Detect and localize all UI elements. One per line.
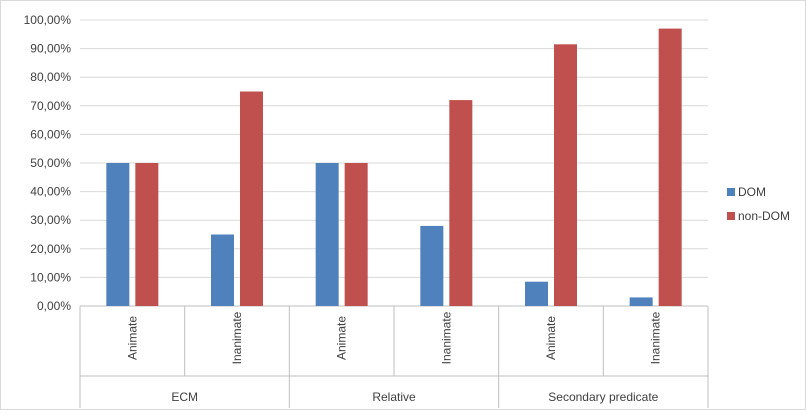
x-category-label: Inanimate	[649, 311, 663, 364]
bar-non-dom-0	[135, 163, 159, 306]
x-category-label: Inanimate	[230, 311, 244, 364]
legend-swatch	[727, 188, 735, 196]
bar-non-dom-1	[240, 91, 263, 306]
x-category-label: Animate	[544, 316, 558, 360]
bar-non-dom-4	[554, 44, 577, 307]
x-group-label: Relative	[372, 390, 416, 404]
y-tick-label: 40,00%	[30, 185, 71, 199]
y-tick-label: 60,00%	[30, 127, 71, 141]
bar-dom-3	[420, 225, 444, 306]
y-tick-label: 50,00%	[30, 156, 71, 170]
y-tick-label: 80,00%	[30, 70, 71, 84]
y-tick-label: 20,00%	[30, 242, 71, 256]
x-axis: Animate Inanimate Animate Inanimate Animate I…	[79, 306, 709, 408]
x-category-label: Animate	[125, 316, 139, 360]
bar-non-dom-5	[658, 28, 682, 307]
legend-swatch	[727, 212, 735, 220]
legend-label: DOM	[738, 185, 766, 199]
x-group-label: Secondary predicate	[548, 390, 658, 404]
y-tick-label: 0,00%	[37, 299, 71, 313]
bar-dom-4	[525, 281, 548, 306]
bar-non-dom-2	[344, 163, 368, 306]
y-tick-label: 10,00%	[30, 270, 71, 284]
y-tick-label: 100,00%	[24, 13, 72, 27]
bar-dom-0	[106, 163, 130, 306]
legend-label: non-DOM	[738, 209, 790, 223]
bar-dom-2	[315, 163, 339, 306]
x-category-label: Animate	[335, 316, 349, 360]
y-tick-label: 70,00%	[30, 99, 71, 113]
y-tick-label: 90,00%	[30, 42, 71, 56]
y-axis: 0,00% 10,00% 20,00% 30,00% 40,00% 50,00% 60,00…	[24, 13, 72, 313]
bar-dom-5	[629, 297, 653, 306]
legend: DOM non-DOM	[727, 185, 790, 223]
bar-dom-1	[211, 234, 234, 306]
y-tick-label: 30,00%	[30, 213, 71, 227]
x-category-label: Inanimate	[439, 311, 453, 364]
bars	[106, 28, 682, 307]
bar-non-dom-3	[449, 100, 473, 306]
x-group-label: ECM	[171, 390, 198, 404]
